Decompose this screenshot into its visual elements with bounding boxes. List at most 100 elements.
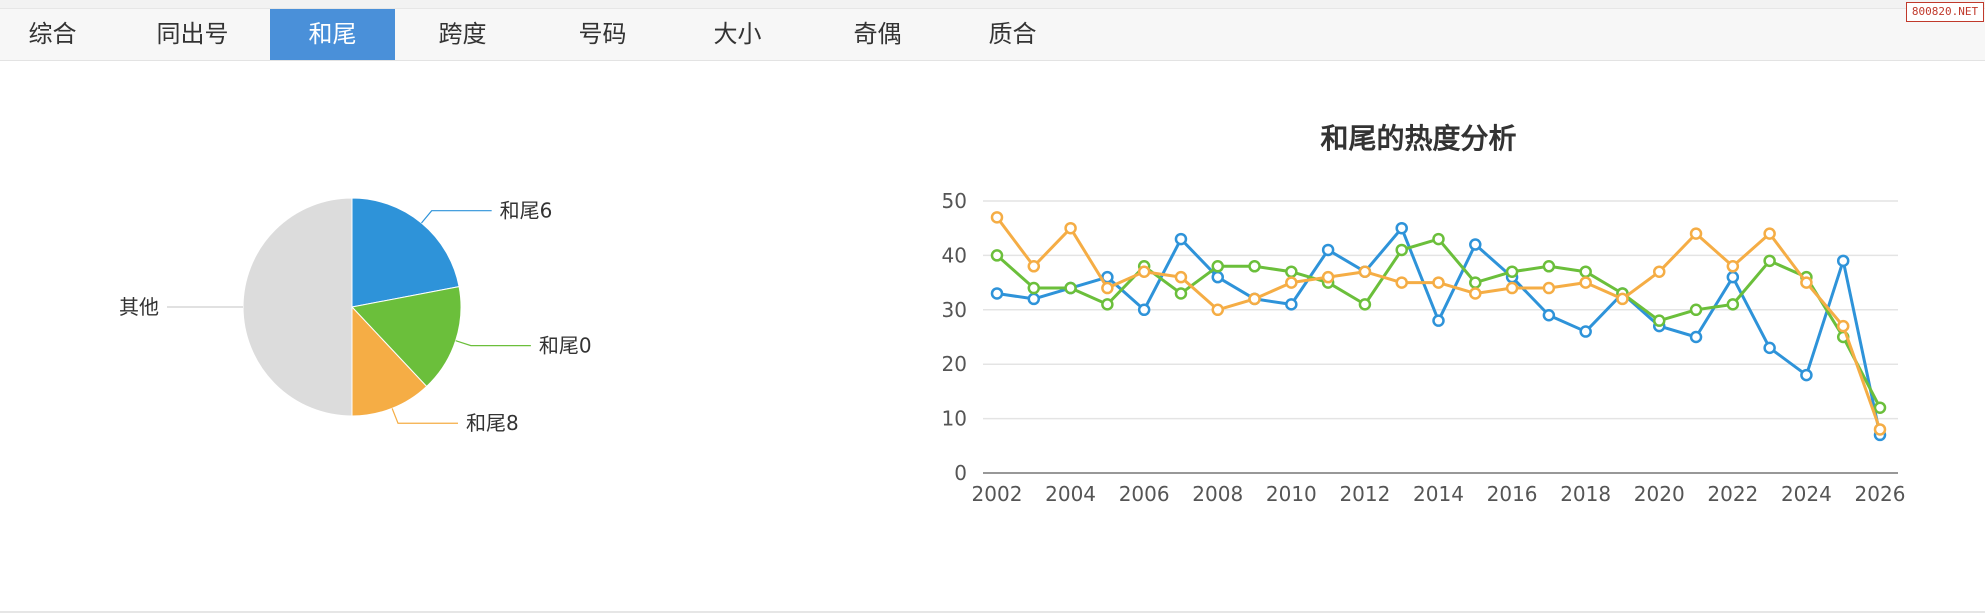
- x-tick-label: 2022: [1707, 482, 1758, 506]
- data-point: [1064, 281, 1077, 295]
- data-point: [1542, 281, 1556, 295]
- data-point: [990, 211, 1004, 224]
- data-point: [1689, 227, 1703, 240]
- tab-hewei[interactable]: 和尾: [270, 9, 395, 60]
- data-point: [1211, 303, 1224, 317]
- data-point: [1653, 314, 1666, 327]
- data-point: [1395, 243, 1408, 257]
- data-point: [1726, 270, 1740, 284]
- tab-zhihe[interactable]: 质合: [988, 20, 1037, 48]
- data-point: [1873, 401, 1887, 414]
- data-point: [1027, 260, 1041, 273]
- top-border: [0, 0, 1985, 9]
- tab-daxiao[interactable]: 大小: [713, 20, 762, 48]
- data-point: [1211, 270, 1224, 284]
- data-point: [990, 287, 1004, 300]
- data-point: [1358, 265, 1372, 278]
- x-tick-label: 2018: [1560, 482, 1611, 506]
- data-point: [1469, 287, 1482, 300]
- data-point: [1836, 254, 1850, 268]
- x-tick-label: 2012: [1339, 482, 1390, 506]
- y-tick-label: 50: [942, 189, 967, 213]
- data-point: [1579, 265, 1592, 278]
- pie-label-line: [391, 408, 459, 424]
- data-point: [1321, 243, 1335, 257]
- data-point: [1395, 276, 1408, 289]
- pie-chart: 和尾6 和尾0 和尾8 其他: [119, 197, 592, 435]
- x-tick-label: 2020: [1634, 482, 1685, 506]
- data-point: [1321, 270, 1335, 284]
- data-point: [1800, 368, 1813, 382]
- pie-slice-label: 其他: [119, 295, 159, 319]
- data-point: [1027, 292, 1041, 306]
- tab-jiou[interactable]: 奇偶: [853, 20, 902, 48]
- data-point: [1800, 276, 1813, 289]
- data-point: [1432, 276, 1445, 289]
- series-line: [996, 226, 1882, 436]
- data-point: [1137, 265, 1151, 278]
- pie-slice-label: 和尾8: [466, 411, 519, 435]
- x-tick-label: 2024: [1781, 482, 1832, 506]
- x-tick-label: 2004: [1045, 482, 1096, 506]
- data-point: [1101, 281, 1114, 295]
- x-tick-label: 2026: [1855, 482, 1906, 506]
- data-point: [1763, 341, 1776, 355]
- data-point: [1174, 270, 1188, 284]
- data-point: [1469, 238, 1482, 251]
- data-point: [1064, 221, 1077, 235]
- data-point: [1689, 303, 1703, 317]
- y-tick-label: 0: [954, 461, 967, 485]
- pie-label-line: [421, 210, 492, 224]
- tab-zonghe[interactable]: 综合: [28, 20, 77, 48]
- data-point: [1505, 265, 1519, 278]
- data-point: [1726, 260, 1740, 273]
- data-point: [1763, 227, 1776, 240]
- line-chart: 和尾的热度分析 0 10 20 30 40 50 2002 2004 2006 2008 2010 20…: [942, 122, 1906, 506]
- data-point: [1248, 292, 1261, 306]
- data-point: [1579, 276, 1592, 289]
- tab-haoma[interactable]: 号码: [578, 20, 627, 48]
- chart-title: 和尾的热度分析: [1320, 122, 1516, 155]
- data-point: [1174, 287, 1188, 300]
- data-point: [1248, 260, 1261, 273]
- data-point: [1432, 314, 1445, 327]
- data-point: [1763, 254, 1776, 268]
- pie-slice: [351, 197, 460, 308]
- x-tick-label: 2008: [1192, 482, 1243, 506]
- tab-bar: 综合 同出号 和尾 跨度 号码 大小 奇偶 质合: [0, 9, 1985, 61]
- tab-kuadu[interactable]: 跨度: [438, 20, 487, 48]
- data-point: [1689, 330, 1703, 344]
- data-point: [1285, 276, 1298, 289]
- data-point: [1579, 325, 1592, 338]
- y-tick-label: 20: [942, 352, 967, 376]
- x-tick-label: 2010: [1266, 482, 1317, 506]
- x-tick-label: 2006: [1119, 482, 1170, 506]
- data-point: [990, 249, 1004, 262]
- y-tick-label: 40: [942, 243, 967, 267]
- data-point: [1101, 298, 1114, 311]
- y-tick-label: 30: [942, 298, 967, 322]
- data-point: [1469, 276, 1482, 289]
- data-point: [1873, 423, 1887, 436]
- tab-tongchuhao[interactable]: 同出号: [156, 20, 229, 48]
- data-point: [1137, 303, 1151, 317]
- pie-slice: [242, 197, 353, 417]
- data-point: [1395, 221, 1408, 235]
- y-tick-label: 10: [942, 407, 967, 431]
- data-point: [1027, 281, 1041, 295]
- data-point: [1432, 232, 1445, 246]
- x-tick-label: 2002: [972, 482, 1023, 506]
- pie-slice: [351, 285, 462, 388]
- x-tick-label: 2014: [1413, 482, 1464, 506]
- data-point: [1358, 298, 1372, 311]
- data-point: [1285, 265, 1298, 278]
- data-point: [1726, 298, 1740, 311]
- bottom-border: [0, 611, 1985, 613]
- x-tick-label: 2016: [1487, 482, 1538, 506]
- data-point: [1505, 281, 1519, 295]
- data-point: [1211, 260, 1224, 273]
- data-point: [1653, 265, 1666, 278]
- data-point: [1616, 292, 1629, 306]
- data-point: [1285, 298, 1298, 311]
- site-watermark: 800820.NET: [1906, 2, 1984, 22]
